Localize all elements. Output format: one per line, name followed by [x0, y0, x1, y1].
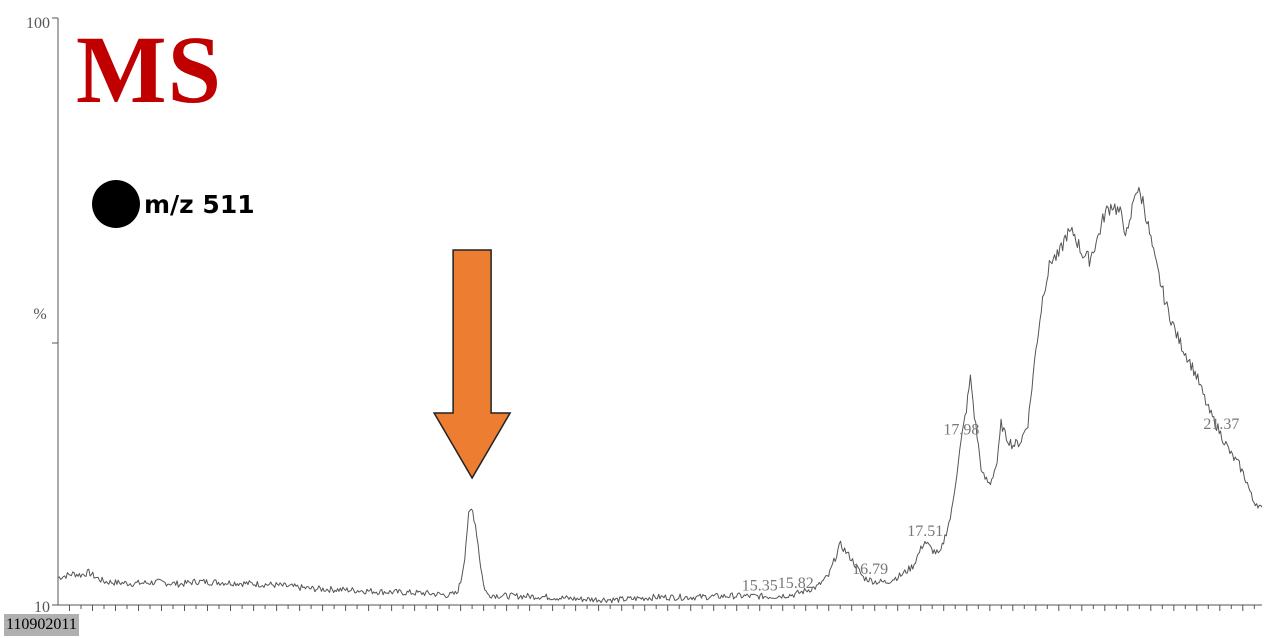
- peak-label: 21.37: [1203, 416, 1239, 433]
- x-minor-ticks: [70, 605, 1255, 611]
- legend-label: m/z 511: [144, 190, 255, 219]
- peak-labels: 15.35 15.82 16.79 17.51 17.98 21.37: [742, 416, 1240, 594]
- legend-marker-dot: [92, 180, 140, 228]
- peak-label: 15.35: [742, 577, 778, 594]
- y-axis-label: %: [33, 306, 46, 323]
- peak-label: 16.79: [852, 561, 888, 578]
- series-line-m-z-511: [58, 187, 1262, 602]
- legend: m/z 511: [92, 180, 255, 228]
- down-arrow-annotation: [434, 250, 510, 478]
- run-id-label: 110902011: [4, 614, 79, 636]
- peak-label: 17.98: [943, 421, 979, 438]
- chart-title: MS: [76, 22, 222, 118]
- peak-label: 17.51: [907, 523, 943, 540]
- y-tick-label-top: 100: [26, 15, 50, 32]
- peak-label: 15.82: [778, 575, 814, 592]
